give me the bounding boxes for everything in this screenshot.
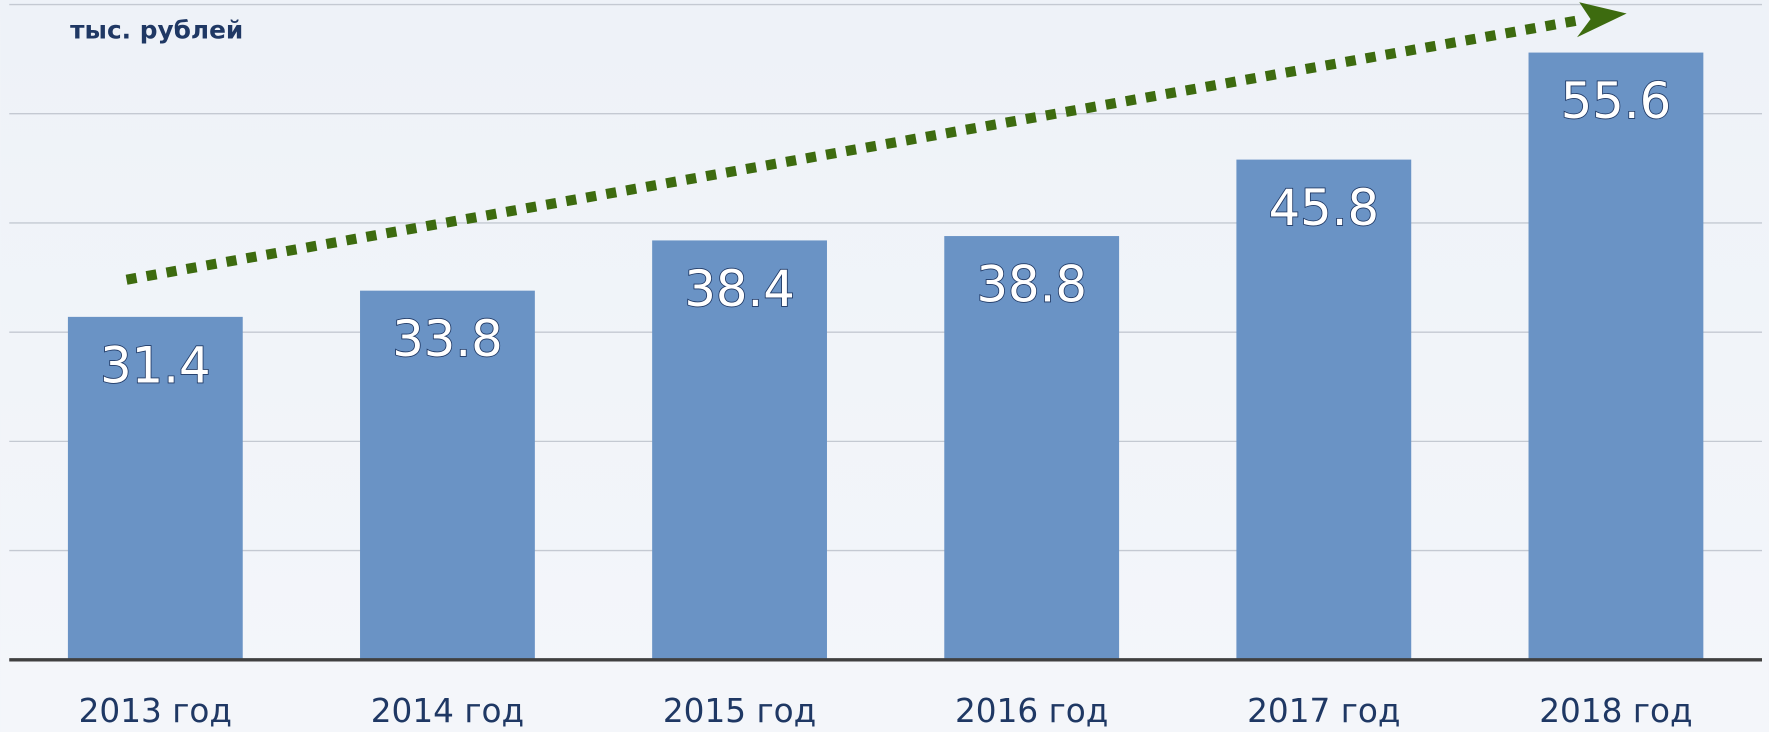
bar xyxy=(360,290,535,660)
bar xyxy=(1236,159,1412,660)
bar xyxy=(67,316,243,660)
x-tick-label: 2016 год xyxy=(955,692,1108,730)
bar xyxy=(652,240,827,660)
trend-arrow-head xyxy=(1577,2,1627,38)
value-label: 31.4 xyxy=(100,336,210,394)
bar xyxy=(1528,52,1704,660)
trend-arrow xyxy=(125,14,1586,285)
x-tick-label: 2014 год xyxy=(371,692,524,730)
value-label: 38.8 xyxy=(976,255,1086,313)
value-label: 45.8 xyxy=(1269,179,1379,237)
x-tick-label: 2015 год xyxy=(663,692,816,730)
bar xyxy=(944,236,1120,660)
value-label: 38.4 xyxy=(684,260,794,318)
x-tick-label: 2017 год xyxy=(1247,692,1400,730)
x-tick-label: 2013 год xyxy=(79,692,232,730)
value-label: 55.6 xyxy=(1561,72,1671,130)
y-axis-label: тыс. рублей xyxy=(70,16,243,45)
x-tick-label: 2018 год xyxy=(1539,692,1692,730)
value-label: 33.8 xyxy=(392,310,502,368)
